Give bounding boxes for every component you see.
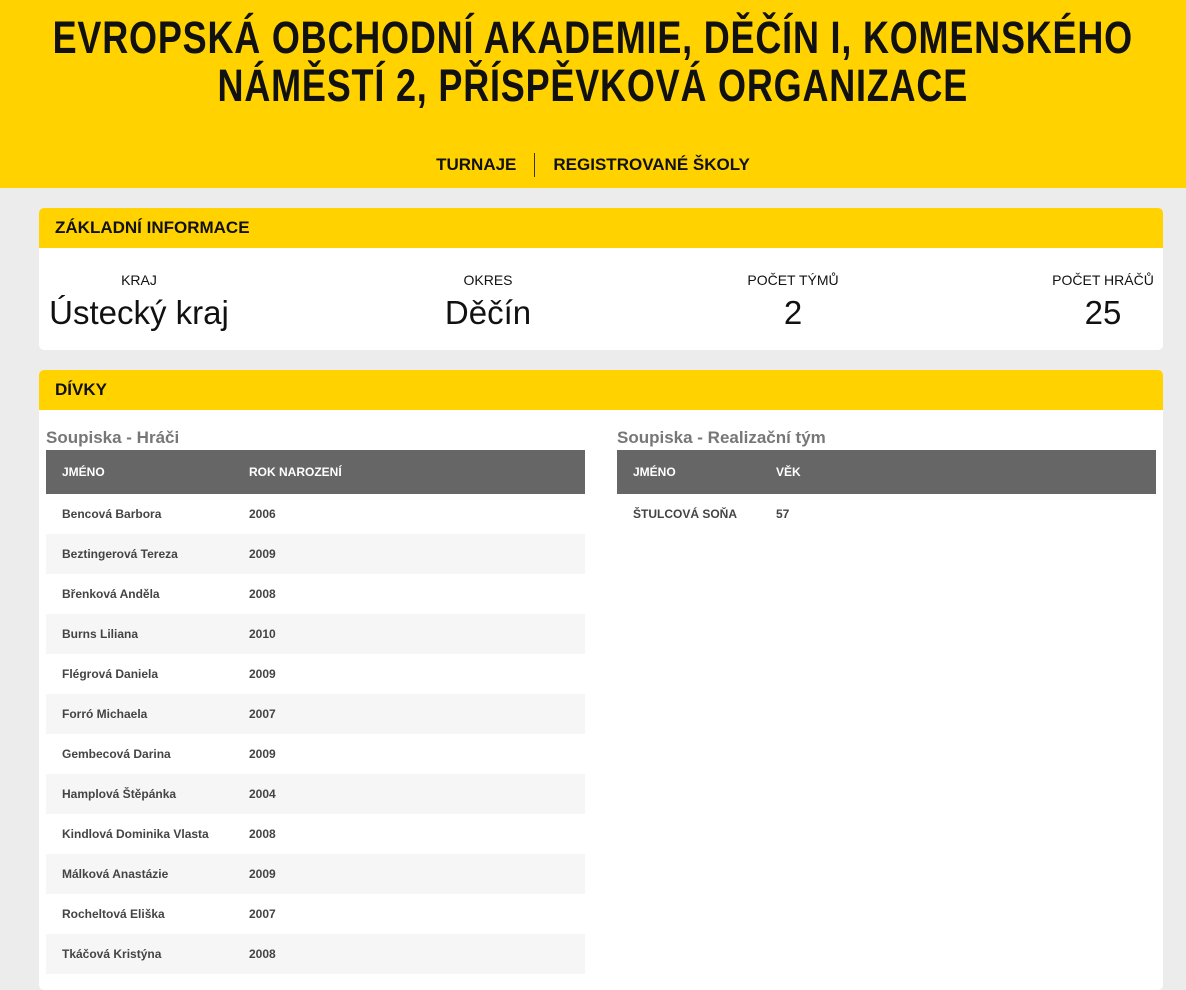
value-cell: 2009 [233,854,585,894]
column-header: JMÉNO [617,450,760,494]
column-header: ROK NAROZENÍ [233,450,585,494]
value-cell: 2009 [249,747,276,761]
name-cell: Tkáčová Kristýna [46,934,233,974]
name-cell: Bencová Barbora [62,507,162,521]
info-item: OKRES Děčín [388,248,588,332]
info-label: KRAJ [121,272,157,288]
info-item: KRAJ Ústecký kraj [39,248,239,332]
nav-link[interactable]: TURNAJE [436,155,517,174]
name-cell: Beztingerová Tereza [46,534,233,574]
name-cell: Břenková Anděla [62,587,160,601]
value-cell: 57 [776,507,790,521]
name-cell: ŠTULCOVÁ SOŇA [633,507,738,521]
nav: TURNAJE REGISTROVANÉ ŠKOLY [0,153,1186,177]
name-cell: Gembecová Darina [62,747,171,761]
name-cell: Forró Michaela [46,694,233,734]
value-cell: 2008 [249,827,276,841]
players-table: JMÉNO ROK NAROZENÍ Bencová Barbora 2006 Bezt… [46,450,585,974]
row: Gembecová Darina 2009 [46,734,585,774]
row: Břenková Anděla 2008 [46,574,585,614]
row: Rocheltová Eliška 2007 [46,894,585,934]
column-header: VĚK [760,450,1156,494]
value-cell: 2009 [249,667,276,681]
row: Beztingerová Tereza 2009 [46,534,585,574]
card-title: ZÁKLADNÍ INFORMACE [39,208,1163,248]
name-cell: Hamplová Štěpánka [46,774,233,814]
header-row: JMÉNO ROK NAROZENÍ [46,450,585,494]
table-title: Soupiska - Hráči [46,428,180,447]
value-cell: 2010 [233,614,585,654]
row: Burns Liliana 2010 [46,614,585,654]
info-value: Děčín [444,294,532,331]
section-card: DÍVKY Soupiska - Hráči Soupiska - Realiz… [39,370,1163,990]
school-title: EVROPSKÁ OBCHODNÍ AKADEMIE, DĚČÍN I, KOM… [52,12,1133,111]
info-item: POČET HRÁČŮ 25 [1003,248,1163,332]
info-card: ZÁKLADNÍ INFORMACE KRAJ Ústecký kraj OKRES… [39,208,1163,350]
column-header: JMÉNO [46,450,233,494]
info-label: POČET HRÁČŮ [1052,272,1154,288]
value-cell: 2008 [233,934,585,974]
value-cell: 2007 [249,907,276,921]
name-cell: Rocheltová Eliška [62,907,165,921]
row: ŠTULCOVÁ SOŇA 57 [617,494,1156,534]
row: Tkáčová Kristýna 2008 [46,934,585,974]
row: Málková Anastázie 2009 [46,854,585,894]
name-cell: Burns Liliana [46,614,233,654]
info-value: Ústecký kraj [49,294,229,331]
row: Bencová Barbora 2006 [46,494,585,534]
table-title: Soupiska - Realizační tým [617,428,826,447]
value-cell: 2009 [233,534,585,574]
staff-table: JMÉNO VĚK ŠTULCOVÁ SOŇA 57 [617,450,1156,534]
row: Kindlová Dominika Vlasta 2008 [46,814,585,854]
value-cell: 2008 [249,587,276,601]
info-label: POČET TÝMŮ [747,272,839,288]
value-cell: 2006 [249,507,276,521]
card-title: DÍVKY [39,370,1163,410]
info-value: 25 [1084,294,1122,331]
name-cell: Flégrová Daniela [62,667,159,681]
row: Forró Michaela 2007 [46,694,585,734]
info-label: OKRES [463,272,513,288]
info-item: POČET TÝMŮ 2 [693,248,893,332]
header: EVROPSKÁ OBCHODNÍ AKADEMIE, DĚČÍN I, KOM… [0,0,1186,188]
nav-link[interactable]: REGISTROVANÉ ŠKOLY [534,153,767,177]
header-row: JMÉNO VĚK [617,450,1156,494]
value-cell: 2007 [233,694,585,734]
info-value: 2 [783,294,803,331]
name-cell: Málková Anastázie [46,854,233,894]
name-cell: Kindlová Dominika Vlasta [62,827,209,841]
value-cell: 2004 [233,774,585,814]
row: Hamplová Štěpánka 2004 [46,774,585,814]
row: Flégrová Daniela 2009 [46,654,585,694]
